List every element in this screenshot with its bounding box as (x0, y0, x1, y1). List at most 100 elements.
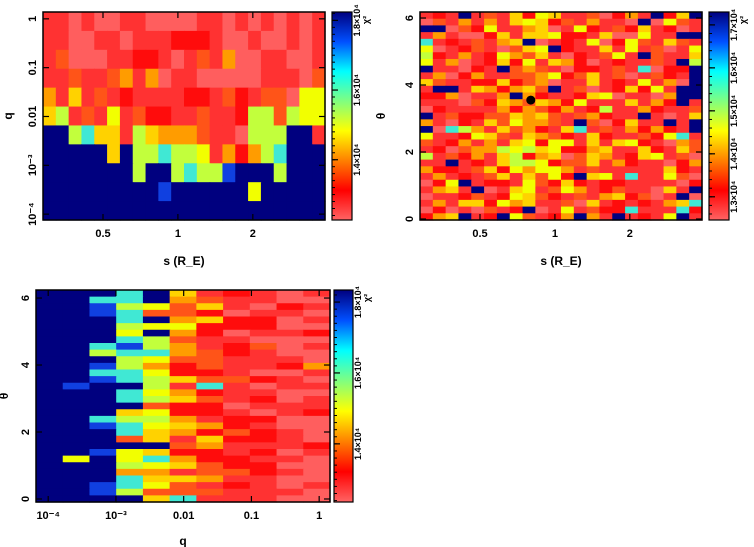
heatmap-cell (625, 45, 639, 53)
heatmap-cell (36, 475, 64, 483)
heatmap-cell (625, 186, 639, 194)
heatmap-cell (303, 442, 331, 450)
heatmap-cell (273, 106, 288, 127)
heatmap-cell (535, 179, 549, 188)
heatmap-cell (445, 119, 460, 127)
heatmap-cell (286, 106, 300, 127)
heatmap-cell (303, 290, 331, 298)
heatmap-cell (303, 422, 331, 430)
heatmap-cell (663, 213, 677, 221)
heatmap-cell (509, 32, 524, 40)
heatmap-cell (471, 179, 485, 188)
heatmap-cell (573, 193, 588, 201)
heatmap-cell (276, 349, 304, 357)
heatmap-cell (303, 409, 331, 417)
heatmap-cell (637, 199, 652, 208)
heatmap-cell (471, 79, 485, 87)
heatmap-cell (650, 132, 665, 141)
heatmap-cell (432, 18, 447, 27)
heatmap-cell (223, 482, 251, 490)
heatmap-cell (599, 179, 613, 188)
heatmap-cell (286, 49, 300, 70)
heatmap-cell (586, 139, 601, 147)
heatmap-cell (142, 349, 171, 357)
heatmap-cell (116, 442, 144, 450)
heatmap-cell (36, 402, 64, 410)
heatmap-cell (637, 45, 652, 53)
heatmap-cell (458, 152, 472, 161)
heatmap-cell (420, 112, 434, 120)
heatmap-cell (132, 106, 147, 127)
heatmap-cell (142, 336, 171, 344)
heatmap-cell (142, 402, 171, 410)
heatmap-cell (689, 38, 703, 47)
heatmap-cell (612, 12, 626, 20)
heatmap-cell (650, 126, 665, 134)
heatmap-cell (522, 25, 536, 33)
heatmap-cell (548, 38, 562, 47)
heatmap-cell (116, 382, 144, 390)
heatmap-cell (509, 166, 524, 174)
heatmap-cell (196, 356, 224, 364)
heatmap-cell (249, 356, 278, 364)
heatmap-cell (496, 32, 511, 40)
heatmap-cell (561, 99, 575, 107)
heatmap-cell (689, 166, 703, 174)
heatmap-cell (196, 106, 211, 127)
heatmap-cell (471, 18, 485, 27)
heatmap-cell (169, 389, 197, 397)
heatmap-cell (260, 12, 275, 32)
heatmap-cell (312, 182, 326, 202)
heatmap-cell (676, 92, 690, 100)
heatmap-cell (276, 389, 304, 397)
heatmap-cell (496, 179, 511, 188)
heatmap-cell (471, 65, 485, 73)
heatmap-cell (62, 309, 91, 318)
heatmap-cell (458, 119, 472, 127)
y-tick-label: 10⁻⁴ (27, 202, 39, 225)
heatmap-cell (458, 85, 472, 94)
heatmap-cell (62, 290, 91, 298)
heatmap-cell (561, 186, 575, 194)
heatmap-cell (209, 49, 224, 70)
heatmap-cell (535, 25, 549, 33)
heatmap-cell (689, 25, 703, 33)
heatmap-cell (599, 79, 613, 87)
heatmap-cell (299, 125, 313, 145)
heatmap-cell (260, 87, 275, 108)
heatmap-cell (169, 316, 197, 324)
heatmap-cell (663, 112, 677, 120)
heatmap-cell (496, 173, 511, 181)
heatmap-cell (312, 87, 326, 108)
heatmap-cell (612, 25, 626, 33)
heatmap-cell (561, 179, 575, 188)
heatmap-cell (458, 25, 472, 33)
heatmap-cell (312, 125, 326, 145)
heatmap-cell (625, 126, 639, 134)
heatmap-cell (522, 38, 536, 47)
heatmap-cell (522, 126, 536, 134)
heatmap-cell (509, 105, 524, 114)
heatmap-cell (625, 58, 639, 67)
heatmap-cell (94, 12, 108, 32)
heatmap-cell (548, 32, 562, 40)
heatmap-cell (599, 38, 613, 47)
heatmap-cell (484, 79, 498, 87)
heatmap-cell (663, 166, 677, 174)
heatmap-cell (573, 25, 588, 33)
heatmap-cell (637, 58, 652, 67)
heatmap-cell (548, 126, 562, 134)
heatmap-cell (676, 52, 690, 60)
heatmap-cell (235, 87, 249, 108)
heatmap-cell (196, 495, 224, 503)
heatmap-cell (663, 126, 677, 134)
heatmap-cell (561, 206, 575, 214)
heatmap-cell (522, 173, 536, 181)
heatmap-cell (62, 336, 91, 344)
heatmap-cell (676, 105, 690, 114)
heatmap-cell (612, 206, 626, 214)
heatmap-cell (625, 18, 639, 27)
heatmap-cell (522, 159, 536, 167)
heatmap-cell (689, 126, 703, 134)
heatmap-cell (169, 309, 197, 318)
